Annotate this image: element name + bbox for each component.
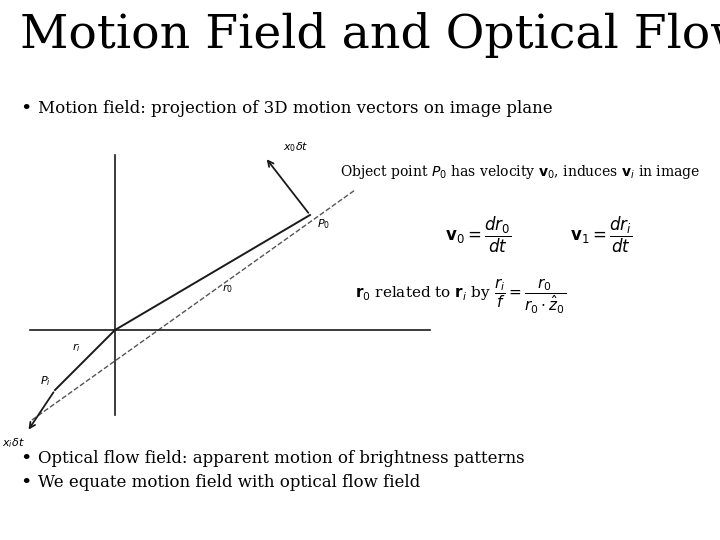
Text: •: • xyxy=(20,100,32,118)
Text: Object point $P_0$ has velocity $\mathbf{v}_0$, induces $\mathbf{v}_i$ in image: Object point $P_0$ has velocity $\mathbf… xyxy=(340,163,700,181)
Text: $\mathbf{v}_1 = \dfrac{dr_i}{dt}$: $\mathbf{v}_1 = \dfrac{dr_i}{dt}$ xyxy=(570,215,632,255)
Text: $P_i$: $P_i$ xyxy=(40,374,51,388)
Text: •: • xyxy=(20,474,32,492)
Text: $\mathbf{v}_0 = \dfrac{dr_0}{dt}$: $\mathbf{v}_0 = \dfrac{dr_0}{dt}$ xyxy=(445,215,512,255)
Text: $x_0\delta t$: $x_0\delta t$ xyxy=(283,140,309,154)
Text: •: • xyxy=(20,450,32,468)
Text: $\mathbf{r}_0$ related to $\mathbf{r}_i$ by $\dfrac{r_i}{f} = \dfrac{r_0}{r_0 \c: $\mathbf{r}_0$ related to $\mathbf{r}_i$… xyxy=(355,277,566,316)
Text: We equate motion field with optical flow field: We equate motion field with optical flow… xyxy=(38,474,420,491)
Text: $P_0$: $P_0$ xyxy=(317,217,330,231)
Text: $x_i\delta t$: $x_i\delta t$ xyxy=(2,436,25,450)
Text: $r_0$: $r_0$ xyxy=(222,282,233,295)
Text: $r_i$: $r_i$ xyxy=(72,341,81,354)
Text: Optical flow field: apparent motion of brightness patterns: Optical flow field: apparent motion of b… xyxy=(38,450,525,467)
Text: Motion field: projection of 3D motion vectors on image plane: Motion field: projection of 3D motion ve… xyxy=(38,100,553,117)
Text: Motion Field and Optical Flow Field: Motion Field and Optical Flow Field xyxy=(20,12,720,58)
